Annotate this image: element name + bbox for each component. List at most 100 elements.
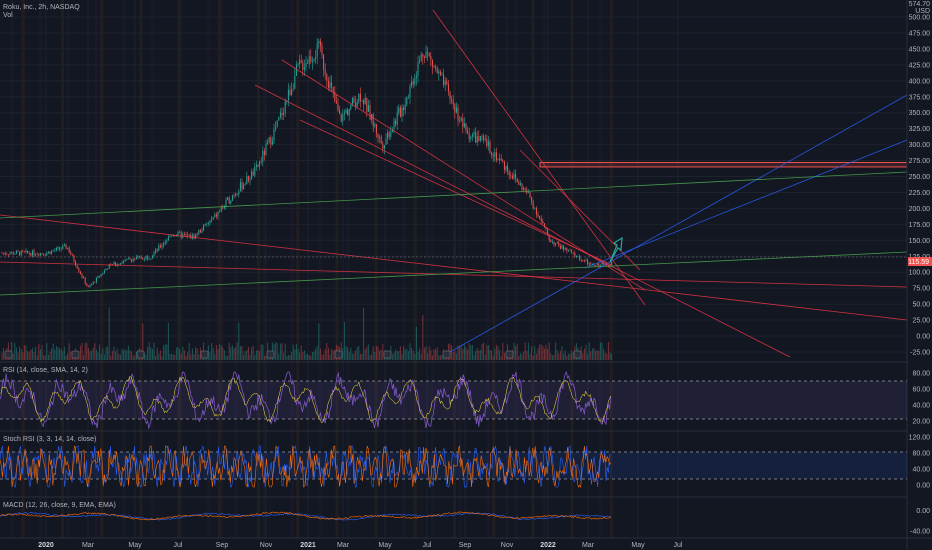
volume-bar [519, 353, 521, 360]
price-tick-label: 25.00 [912, 318, 930, 325]
symbol-title[interactable]: Roku, Inc., 2h, NASDAQ [3, 4, 80, 11]
volume-bar [491, 350, 493, 360]
candle-body [607, 265, 609, 266]
volume-bar [68, 343, 70, 360]
price-tick-label: 375.00 [909, 94, 931, 101]
trend-line[interactable] [281, 59, 646, 291]
price-scale[interactable]: 500.00 475.00 450.00 425.00 400.00 375.00 350.… [909, 15, 931, 357]
trend-line[interactable] [0, 251, 908, 296]
volume-bar [55, 346, 57, 360]
candle-body [81, 273, 83, 278]
volume-bar [244, 351, 246, 360]
price-tick-label: 275.00 [909, 158, 931, 165]
candle-body [470, 136, 472, 139]
candle-body [86, 283, 88, 287]
trend-line[interactable] [0, 171, 908, 219]
candle-body [519, 183, 521, 185]
volume-bar [502, 342, 504, 360]
volume-bar [307, 353, 309, 360]
volume-bar [590, 351, 592, 360]
time-tick-label: 2020 [38, 542, 54, 549]
volume-bar [601, 342, 603, 360]
rsi-scale[interactable]: 80.00 60.00 40.00 20.00 [912, 371, 930, 426]
volume-bar [366, 346, 368, 360]
candle-body [343, 113, 345, 115]
candle-body [124, 259, 126, 261]
price-tick-label: -25.00 [910, 349, 930, 356]
volume-bar [380, 349, 382, 360]
trend-line[interactable] [0, 261, 908, 288]
volume-bar [150, 347, 152, 360]
trend-lines[interactable] [0, 9, 908, 358]
trend-line[interactable] [519, 149, 641, 271]
candle-body [7, 254, 9, 255]
volume-bar [563, 353, 565, 360]
volume-bar [94, 343, 96, 360]
volume-bar [532, 355, 534, 360]
indicator-line [0, 444, 612, 488]
candle-body [187, 234, 189, 236]
candle-body [436, 67, 438, 74]
candle-body [460, 117, 462, 121]
volume-bar [15, 347, 17, 360]
resistance-zone[interactable] [539, 161, 908, 168]
time-axis[interactable]: 2020 Mar May Jul Sep Nov 2021 Mar May Jul Sep Nov 20… [38, 542, 683, 549]
earnings-marker [573, 350, 582, 359]
volume-bar [276, 342, 278, 360]
candle-body [195, 233, 197, 239]
arrow-marker[interactable] [609, 236, 623, 263]
volume-bar [95, 349, 97, 360]
volume-bar [523, 351, 525, 360]
session-stripe [402, 0, 406, 538]
volume-bar [467, 349, 469, 360]
time-tick-label: Nov [260, 542, 273, 549]
price-tick-label: 450.00 [909, 46, 931, 53]
time-tick-label: Nov [501, 542, 514, 549]
candle-body [387, 132, 389, 139]
candle-body [63, 244, 65, 246]
candle-body [254, 166, 256, 176]
volume-bar [409, 342, 411, 360]
volume-bar [113, 346, 115, 360]
trend-line[interactable] [254, 84, 791, 358]
candle-body [361, 100, 363, 102]
candle-body [52, 250, 54, 252]
candle-body [582, 260, 584, 261]
volume-bar [356, 347, 358, 360]
trend-line[interactable] [0, 214, 908, 321]
candle-body [531, 197, 533, 202]
candle-body [515, 173, 517, 179]
macd-scale[interactable]: 0.00 -40.00 [910, 508, 930, 536]
candle-body [17, 251, 19, 252]
candle-body [556, 242, 558, 244]
trend-line[interactable] [299, 119, 613, 266]
trend-line[interactable] [432, 9, 646, 306]
candle-body [206, 223, 208, 225]
stoch-scale[interactable]: 120.00 80.00 40.00 0.00 [909, 435, 931, 490]
rsi-label[interactable]: RSI (14, close, SMA, 14, 2) [3, 367, 88, 374]
candle-body [497, 159, 499, 161]
volume-bar [291, 351, 293, 360]
candle-body [484, 139, 486, 141]
volume-bar [382, 343, 384, 360]
volume-bar [254, 355, 256, 360]
candle-body [143, 258, 145, 260]
trend-line[interactable] [584, 139, 908, 269]
volume-bar [361, 353, 363, 360]
macd-label[interactable]: MACD (12, 26, close, 9, EMA, EMA) [3, 502, 116, 509]
volume-bar [363, 307, 365, 360]
volume-bar [132, 355, 134, 360]
candle-body [447, 84, 449, 92]
candle-body [25, 250, 27, 252]
price-tick-label: 175.00 [909, 222, 931, 229]
candle-body [535, 207, 537, 215]
volume-bar [239, 346, 241, 360]
trend-line[interactable] [449, 94, 908, 353]
stoch-label[interactable]: Stoch RSI (3, 3, 14, 14, close) [3, 436, 96, 443]
candle-body [142, 258, 144, 260]
volume-label[interactable]: Vol [3, 12, 13, 19]
volume-bar [374, 351, 376, 360]
candle-body [481, 136, 483, 137]
candle-body [444, 80, 446, 85]
